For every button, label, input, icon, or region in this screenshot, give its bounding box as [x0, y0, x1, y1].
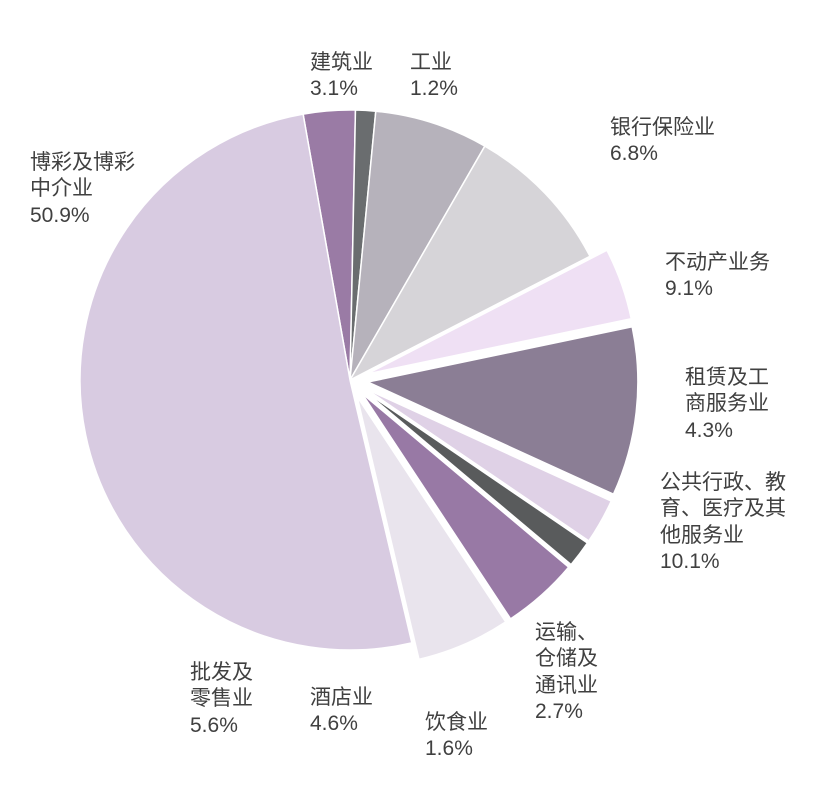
slice-label-line3: 他服务业 [660, 523, 786, 549]
pie-chart-container: 建筑业3.1%工业1.2%银行保险业6.8%不动产业务9.1%租赁及工商服务业4… [0, 0, 840, 812]
slice-label-construction: 建筑业3.1% [310, 50, 373, 103]
slice-label-percent: 5.6% [190, 713, 253, 739]
slice-label-line2: 中介业 [30, 176, 135, 202]
slice-label-line1: 建筑业 [310, 50, 373, 76]
slice-label-percent: 9.1% [665, 276, 770, 302]
slice-label-percent: 2.7% [535, 699, 598, 725]
slice-label-line2: 仓储及 [535, 646, 598, 672]
slice-label-gaming: 博彩及博彩中介业50.9% [30, 150, 135, 229]
slice-label-line1: 不动产业务 [665, 250, 770, 276]
slice-label-line1: 公共行政、教 [660, 470, 786, 496]
slice-label-percent: 4.3% [685, 418, 769, 444]
slice-label-line1: 银行保险业 [610, 115, 715, 141]
slice-label-percent: 3.1% [310, 76, 373, 102]
slice-label-transport: 运输、仓储及通讯业2.7% [535, 620, 598, 725]
slice-label-percent: 50.9% [30, 203, 135, 229]
slice-label-banking: 银行保险业6.8% [610, 115, 715, 168]
slice-label-public-admin: 公共行政、教育、医疗及其他服务业10.1% [660, 470, 786, 575]
slice-label-line1: 饮食业 [425, 710, 488, 736]
slice-label-hotel: 酒店业4.6% [310, 685, 373, 738]
slice-label-line1: 工业 [410, 50, 458, 76]
slice-label-line1: 租赁及工 [685, 365, 769, 391]
slice-label-wholesale: 批发及零售业5.6% [190, 660, 253, 739]
slice-label-leasing: 租赁及工商服务业4.3% [685, 365, 769, 444]
slice-label-percent: 1.2% [410, 76, 458, 102]
slice-label-percent: 10.1% [660, 549, 786, 575]
slice-label-line2: 商服务业 [685, 391, 769, 417]
slice-label-line3: 通讯业 [535, 673, 598, 699]
slice-label-real-estate: 不动产业务9.1% [665, 250, 770, 303]
slice-label-line1: 批发及 [190, 660, 253, 686]
slice-label-catering: 饮食业1.6% [425, 710, 488, 763]
slice-label-line1: 运输、 [535, 620, 598, 646]
slice-label-percent: 6.8% [610, 141, 715, 167]
slice-label-line2: 育、医疗及其 [660, 496, 786, 522]
slice-label-percent: 4.6% [310, 711, 373, 737]
slice-label-line1: 酒店业 [310, 685, 373, 711]
slice-label-industry: 工业1.2% [410, 50, 458, 103]
slice-label-percent: 1.6% [425, 736, 488, 762]
slice-label-line2: 零售业 [190, 686, 253, 712]
slice-label-line1: 博彩及博彩 [30, 150, 135, 176]
